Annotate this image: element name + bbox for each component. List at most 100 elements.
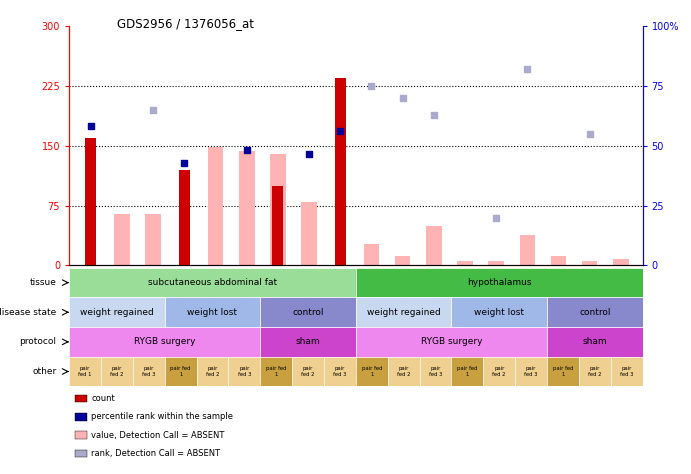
Bar	[75, 413, 86, 420]
Text: pair
fed 3: pair fed 3	[333, 366, 347, 377]
Text: pair
fed 3: pair fed 3	[429, 366, 442, 377]
Point	[303, 150, 314, 157]
Point	[522, 65, 533, 73]
Text: GDS2956 / 1376056_at: GDS2956 / 1376056_at	[117, 17, 254, 29]
Text: disease state: disease state	[0, 308, 57, 317]
Text: percentile rank within the sample: percentile rank within the sample	[91, 412, 234, 421]
Text: weight lost: weight lost	[187, 308, 238, 317]
Bar	[547, 357, 579, 386]
Bar	[388, 357, 419, 386]
Text: pair
fed 3: pair fed 3	[142, 366, 155, 377]
Bar	[272, 186, 283, 265]
Text: pair fed
1: pair fed 1	[457, 366, 477, 377]
Bar	[579, 357, 611, 386]
Point	[397, 94, 408, 102]
Bar	[451, 298, 547, 327]
Bar	[164, 298, 261, 327]
Text: pair
fed 2: pair fed 2	[493, 366, 506, 377]
Text: pair fed
1: pair fed 1	[553, 366, 574, 377]
Bar	[208, 147, 223, 265]
Bar	[335, 78, 346, 265]
Point	[179, 160, 190, 167]
Text: weight regained: weight regained	[80, 308, 154, 317]
Text: pair
fed 2: pair fed 2	[110, 366, 124, 377]
Bar	[483, 357, 515, 386]
Text: pair
fed 3: pair fed 3	[524, 366, 538, 377]
Text: pair fed
1: pair fed 1	[266, 366, 287, 377]
Bar	[356, 327, 547, 357]
Bar	[146, 214, 161, 265]
Bar	[69, 268, 356, 298]
Text: tissue: tissue	[30, 278, 57, 287]
Bar	[261, 327, 356, 357]
Bar	[69, 357, 101, 386]
Bar	[451, 357, 483, 386]
Text: protocol: protocol	[19, 337, 57, 346]
Bar	[261, 357, 292, 386]
Text: RYGB surgery: RYGB surgery	[134, 337, 196, 346]
Bar	[229, 357, 261, 386]
Bar	[551, 256, 566, 265]
Text: pair
fed 3: pair fed 3	[238, 366, 251, 377]
Bar	[515, 357, 547, 386]
Text: control: control	[292, 308, 324, 317]
Text: hypothalamus: hypothalamus	[467, 278, 531, 287]
Bar	[75, 395, 86, 402]
Bar	[520, 235, 535, 265]
Point	[334, 128, 346, 135]
Text: RYGB surgery: RYGB surgery	[421, 337, 482, 346]
Bar	[419, 357, 451, 386]
Bar	[611, 357, 643, 386]
Point	[241, 146, 252, 154]
Bar	[395, 256, 410, 265]
Text: count: count	[91, 394, 115, 403]
Text: pair
fed 3: pair fed 3	[620, 366, 634, 377]
Text: pair
fed 2: pair fed 2	[588, 366, 602, 377]
Point	[428, 111, 439, 118]
Bar	[547, 298, 643, 327]
Bar	[489, 262, 504, 265]
Bar	[101, 357, 133, 386]
Text: pair
fed 2: pair fed 2	[301, 366, 315, 377]
Text: pair fed
1: pair fed 1	[361, 366, 382, 377]
Bar	[179, 170, 190, 265]
Bar	[324, 357, 356, 386]
Text: pair
fed 2: pair fed 2	[397, 366, 410, 377]
Point	[117, 6, 128, 13]
Bar	[292, 357, 324, 386]
Bar	[69, 327, 261, 357]
Bar	[457, 262, 473, 265]
Text: pair
fed 1: pair fed 1	[78, 366, 92, 377]
Point	[241, 3, 252, 11]
Point	[584, 130, 595, 137]
Point	[148, 106, 159, 114]
Bar	[86, 138, 96, 265]
Text: rank, Detection Call = ABSENT: rank, Detection Call = ABSENT	[91, 449, 220, 457]
Bar	[69, 298, 164, 327]
Bar	[547, 327, 643, 357]
Bar	[196, 357, 229, 386]
Text: control: control	[579, 308, 611, 317]
Point	[86, 122, 97, 129]
Bar	[75, 431, 86, 438]
Bar	[75, 449, 86, 457]
Bar	[239, 151, 254, 265]
Text: value, Detection Call = ABSENT: value, Detection Call = ABSENT	[91, 430, 225, 439]
Bar	[356, 357, 388, 386]
Bar	[582, 262, 598, 265]
Point	[366, 82, 377, 90]
Text: pair fed
1: pair fed 1	[171, 366, 191, 377]
Bar	[356, 268, 643, 298]
Bar	[261, 298, 356, 327]
Bar	[426, 226, 442, 265]
Text: other: other	[32, 367, 57, 376]
Bar	[270, 154, 286, 265]
Text: pair
fed 2: pair fed 2	[206, 366, 219, 377]
Text: sham: sham	[296, 337, 321, 346]
Bar	[363, 244, 379, 265]
Text: sham: sham	[583, 337, 607, 346]
Point	[491, 214, 502, 221]
Text: weight regained: weight regained	[367, 308, 441, 317]
Bar	[301, 201, 317, 265]
Text: weight lost: weight lost	[474, 308, 524, 317]
